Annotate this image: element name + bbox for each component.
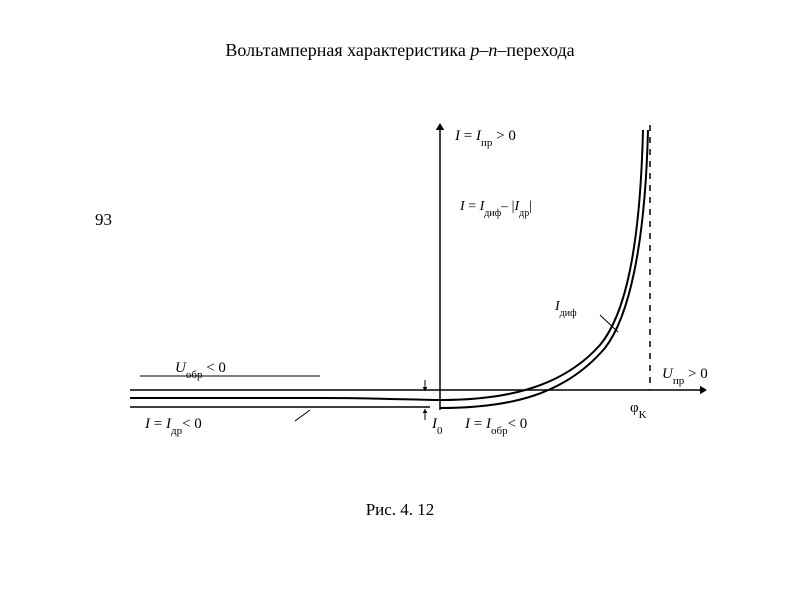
- svg-text:Iдиф: Iдиф: [554, 299, 577, 319]
- figure-caption: Рис. 4. 12: [0, 500, 800, 520]
- svg-text:Uпр > 0: Uпр > 0: [662, 366, 708, 387]
- title-n: n: [488, 40, 497, 60]
- svg-text:I = Iпр > 0: I = Iпр > 0: [454, 128, 516, 149]
- page: Вольтамперная характеристика p–n–переход…: [0, 0, 800, 600]
- page-number: 93: [95, 210, 112, 230]
- title-p: p: [470, 40, 479, 60]
- svg-text:I0: I0: [431, 416, 443, 437]
- svg-text:Uобр < 0: Uобр < 0: [175, 360, 226, 381]
- iv-curve-svg: I = Iпр > 0 I = Iдиф– |Iдр| Iдиф Uобр < 0 Uп…: [120, 110, 720, 470]
- page-title: Вольтамперная характеристика p–n–переход…: [0, 40, 800, 61]
- svg-text:I = Iобр< 0: I = Iобр< 0: [464, 416, 527, 437]
- iv-curve-figure: I = Iпр > 0 I = Iдиф– |Iдр| Iдиф Uобр < 0 Uп…: [120, 110, 720, 470]
- title-dash1: –: [479, 40, 488, 60]
- title-dash2: –: [497, 40, 506, 60]
- title-suffix: перехода: [506, 40, 574, 60]
- svg-text:I = Iдиф– |Iдр|: I = Iдиф– |Iдр|: [459, 199, 532, 219]
- svg-text:φK: φK: [630, 400, 647, 421]
- svg-text:I = Iдр< 0: I = Iдр< 0: [144, 416, 202, 437]
- title-prefix: Вольтамперная характеристика: [225, 40, 470, 60]
